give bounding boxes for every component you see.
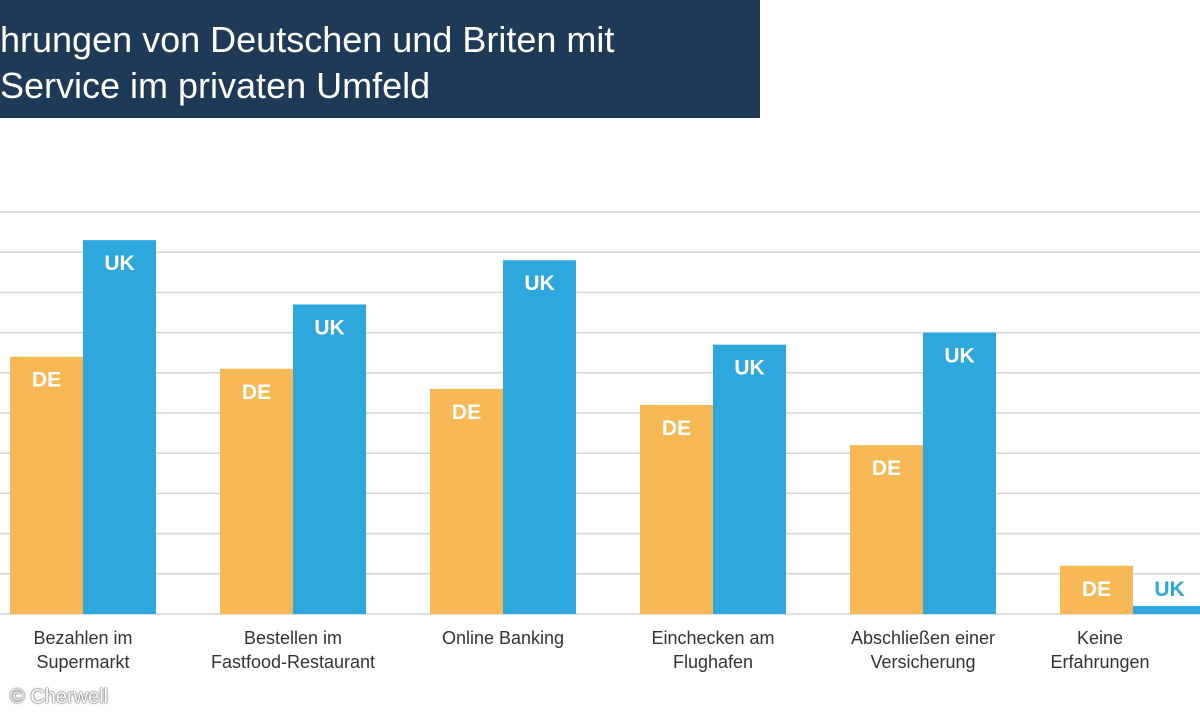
category-label-line: Supermarkt xyxy=(36,652,130,672)
bar-de xyxy=(850,445,923,614)
bar-de xyxy=(220,368,293,614)
category-label-line: Erfahrungen xyxy=(1050,652,1150,672)
bar-label-uk: UK xyxy=(1154,578,1184,601)
chart-title-line-2: Service im privaten Umfeld xyxy=(0,65,431,106)
category-label-line: Keine xyxy=(1076,628,1124,648)
bar-de xyxy=(1060,565,1133,614)
bar-label-de: DE xyxy=(872,457,901,480)
bar-label-de: DE xyxy=(242,381,271,404)
bar-label-uk: UK xyxy=(734,357,764,380)
category-label: Online Banking xyxy=(403,626,603,650)
category-label-line: Abschließen einer xyxy=(850,628,996,648)
bar-de xyxy=(640,404,713,614)
category-label: Keine Erfahrungen xyxy=(1000,626,1200,674)
category-label-line: Bestellen im xyxy=(243,628,343,648)
category-label: Abschließen einer Versicherung xyxy=(823,626,1023,674)
bar-uk xyxy=(83,240,156,614)
bar-label-uk: UK xyxy=(314,316,344,339)
bar-label-de: DE xyxy=(1082,578,1111,601)
category-label: Bestellen im Fastfood-Restaurant xyxy=(193,626,393,674)
bar-label-de: DE xyxy=(452,401,481,424)
copyright-watermark: © Cherwell xyxy=(10,686,109,708)
category-label-line: Bezahlen im xyxy=(33,628,133,648)
category-label-line: Fastfood-Restaurant xyxy=(210,652,376,672)
title-banner: hrungen von Deutschen und Briten mit Ser… xyxy=(0,0,760,118)
bar-label-uk: UK xyxy=(104,252,134,275)
bar-uk xyxy=(923,332,996,614)
bar-uk xyxy=(1133,605,1200,614)
bar-de xyxy=(10,356,83,614)
bar-uk xyxy=(713,344,786,614)
category-label-line: Einchecken am xyxy=(651,628,775,648)
chart-title-line-1: hrungen von Deutschen und Briten mit xyxy=(0,19,615,60)
category-label: Bezahlen im Supermarkt xyxy=(0,626,183,674)
category-label-line: Online Banking xyxy=(441,628,565,648)
bar-label-de: DE xyxy=(32,369,61,392)
bar-label-uk: UK xyxy=(524,272,554,295)
bar-label-de: DE xyxy=(662,417,691,440)
bar-uk xyxy=(293,304,366,614)
bar-uk xyxy=(503,260,576,614)
category-label-line: Versicherung xyxy=(870,652,976,672)
category-label-line: Flughafen xyxy=(672,652,754,672)
category-label: Einchecken am Flughafen xyxy=(613,626,813,674)
bar-de xyxy=(430,388,503,614)
bar-label-uk: UK xyxy=(944,345,974,368)
